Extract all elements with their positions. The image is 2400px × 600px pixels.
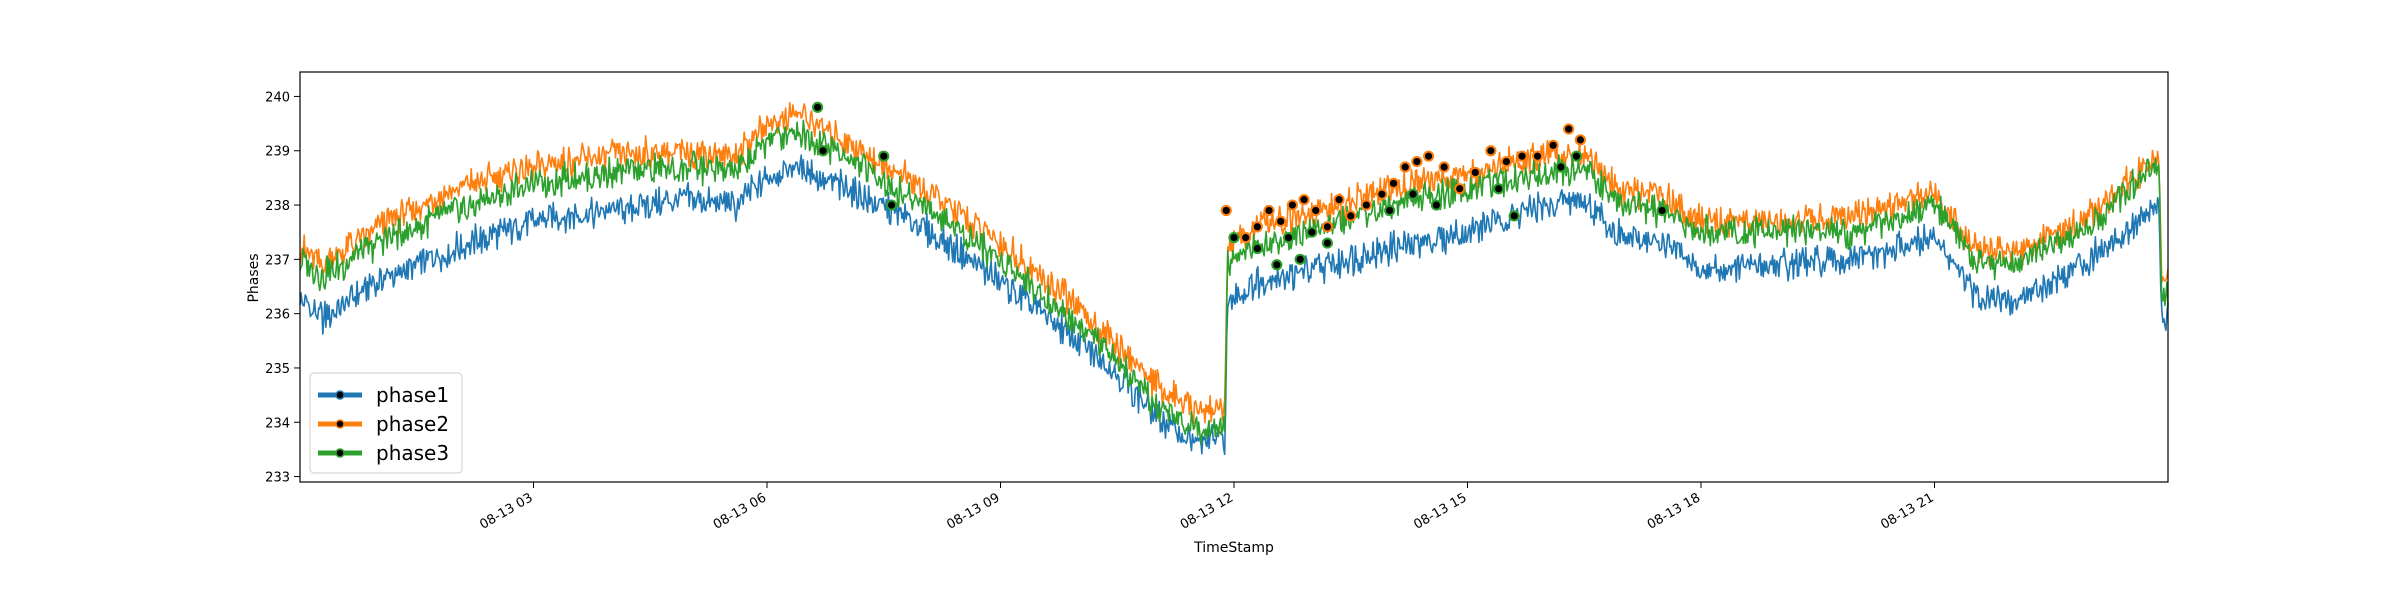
series-marker-phase2 [1547, 139, 1559, 151]
y-tick-label: 233 [265, 471, 290, 486]
series-marker-phase3 [1294, 253, 1306, 265]
series-marker-phase3 [885, 199, 898, 211]
series-marker-phase3 [1570, 150, 1583, 162]
series-marker-phase2 [1387, 177, 1400, 189]
legend-label-phase1: phase1 [376, 383, 449, 407]
legend-label-phase2: phase2 [376, 412, 449, 436]
series-marker-phase2 [1360, 199, 1372, 211]
series-marker-phase2 [1485, 145, 1497, 157]
y-tick-label: 235 [265, 362, 290, 377]
y-tick-label: 239 [265, 145, 290, 160]
series-marker-phase2 [1240, 232, 1252, 244]
series-marker-phase3 [1493, 183, 1505, 195]
series-marker-phase2 [1263, 204, 1275, 217]
legend-marker-phase2 [335, 419, 345, 429]
series-marker-phase3 [878, 150, 890, 162]
series-marker-phase2 [1454, 183, 1466, 195]
series-marker-phase3 [1251, 242, 1263, 255]
y-tick-label: 237 [265, 253, 290, 268]
series-marker-phase3 [1656, 204, 1668, 217]
series-marker-phase3 [811, 101, 824, 113]
legend: phase1 phase2 phase3 [309, 372, 463, 474]
series-marker-phase3 [817, 145, 829, 157]
y-axis-title: Phases [246, 253, 262, 302]
series-marker-phase3 [1407, 188, 1419, 200]
series-marker-phase3 [1430, 199, 1442, 211]
series-marker-phase2 [1516, 150, 1528, 162]
series-marker-phase2 [1220, 204, 1232, 217]
series-marker-phase2 [1531, 150, 1544, 162]
series-marker-phase2 [1469, 166, 1481, 179]
series-marker-phase3 [1384, 204, 1396, 217]
series-marker-phase2 [1286, 199, 1298, 211]
series-marker-phase2 [1298, 194, 1310, 206]
series-marker-phase2 [1310, 204, 1322, 217]
legend-frame [309, 372, 463, 474]
series-marker-phase2 [1333, 194, 1345, 206]
series-marker-phase2 [1251, 221, 1263, 233]
series-marker-phase2 [1574, 134, 1586, 146]
series-marker-phase3 [1508, 210, 1520, 222]
y-tick-label: 238 [265, 199, 290, 214]
series-marker-phase2 [1422, 150, 1435, 162]
legend-marker-phase1 [335, 390, 345, 400]
marker-layer [811, 101, 1668, 271]
series-line-phase2 [299, 101, 2169, 425]
series-marker-phase2 [1345, 210, 1357, 222]
series-line-phase3 [299, 119, 2169, 445]
legend-entries: phase1 phase2 phase3 [318, 383, 449, 465]
series-marker-phase2 [1500, 156, 1513, 168]
series-marker-phase2 [1376, 188, 1388, 200]
series-marker-phase3 [1271, 259, 1283, 271]
y-tick-label: 236 [265, 308, 290, 323]
series-marker-phase3 [1282, 232, 1295, 244]
legend-label-phase3: phase3 [376, 441, 449, 465]
y-tick-label: 234 [265, 416, 290, 431]
series-marker-phase2 [1563, 123, 1575, 135]
series-line-phase1 [299, 154, 2169, 456]
series-marker-phase2 [1275, 215, 1287, 227]
series-marker-phase2 [1321, 221, 1334, 233]
y-tick-label: 240 [265, 90, 290, 105]
series-marker-phase3 [1321, 237, 1334, 249]
series-layer [299, 101, 2169, 456]
series-marker-phase2 [1399, 161, 1411, 173]
y-axis: 233 234 235 236 237 238 239 240 [265, 90, 300, 486]
legend-marker-phase3 [335, 448, 345, 458]
series-marker-phase3 [1306, 226, 1318, 238]
x-axis-title: TimeStamp [1193, 540, 1274, 556]
series-marker-phase3 [1555, 161, 1567, 173]
series-marker-phase2 [1411, 156, 1423, 168]
series-marker-phase3 [1228, 232, 1240, 244]
series-marker-phase2 [1438, 161, 1450, 173]
